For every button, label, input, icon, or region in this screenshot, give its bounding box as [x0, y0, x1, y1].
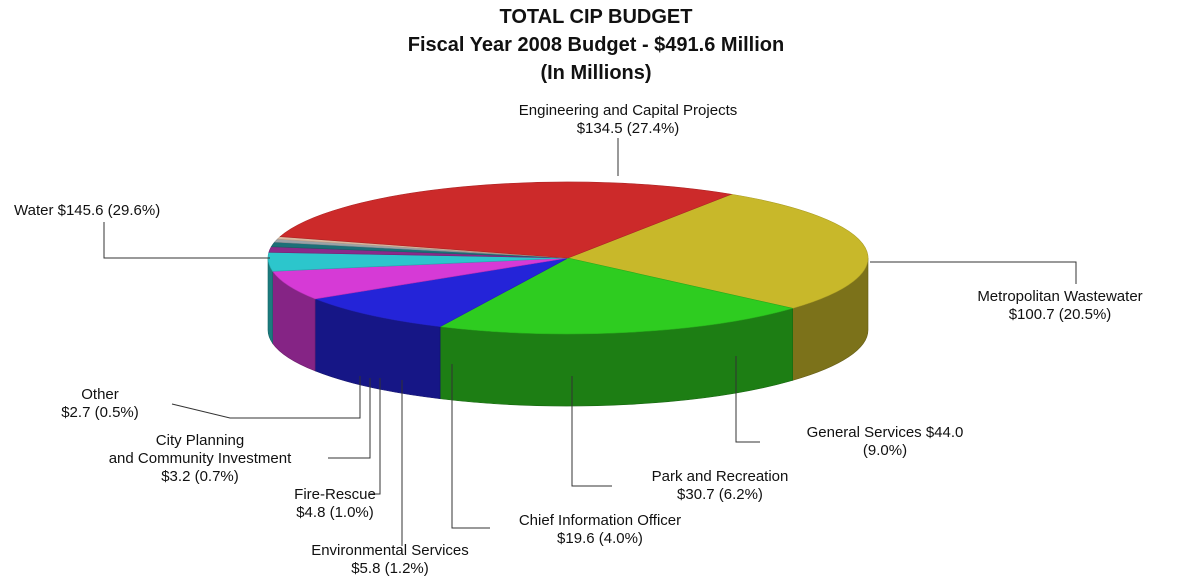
slice-label-other: Other $2.7 (0.5%) — [61, 386, 139, 421]
pie-sides — [267, 257, 869, 407]
leader-line-city — [328, 378, 371, 459]
leader-line-water — [103, 222, 270, 259]
leader-lines — [103, 138, 1077, 546]
leader-line-cio — [451, 364, 490, 529]
pie-slice-water — [279, 181, 733, 259]
pie-slice-metro — [439, 257, 793, 335]
slice-label-city: City Planning and Community Investment $… — [108, 432, 292, 485]
leader-line-park — [571, 376, 612, 487]
slice-label-eng: Engineering and Capital Projects $134.5 … — [518, 102, 738, 137]
slice-label-metro: Metropolitan Wastewater $100.7 (20.5%) — [977, 288, 1143, 323]
chart-subtitle-units: (In Millions) — [540, 62, 652, 84]
leader-line-fire — [370, 378, 381, 495]
leader-line-metro — [870, 261, 1077, 284]
pie-slice-eng — [566, 193, 869, 309]
slice-label-cio: Chief Information Officer $19.6 (4.0%) — [518, 512, 682, 547]
chart-title: TOTAL CIP BUDGET — [499, 6, 693, 28]
slice-label-env: Environmental Services $5.8 (1.2%) — [311, 542, 469, 577]
slice-label-park: Park and Recreation $30.7 (6.2%) — [651, 468, 789, 503]
pie-slice-gen — [313, 257, 569, 328]
pie-tops — [267, 181, 869, 335]
slice-label-gen: General Services $44.0 (9.0%) — [806, 424, 964, 459]
leader-line-other — [171, 376, 361, 419]
chart-subtitle: Fiscal Year 2008 Budget - $491.6 Million — [407, 34, 785, 56]
slice-label-water: Water $145.6 (29.6%) — [14, 202, 161, 219]
slice-label-fire: Fire-Rescue $4.8 (1.0%) — [294, 486, 376, 521]
leader-line-gen — [735, 356, 760, 443]
